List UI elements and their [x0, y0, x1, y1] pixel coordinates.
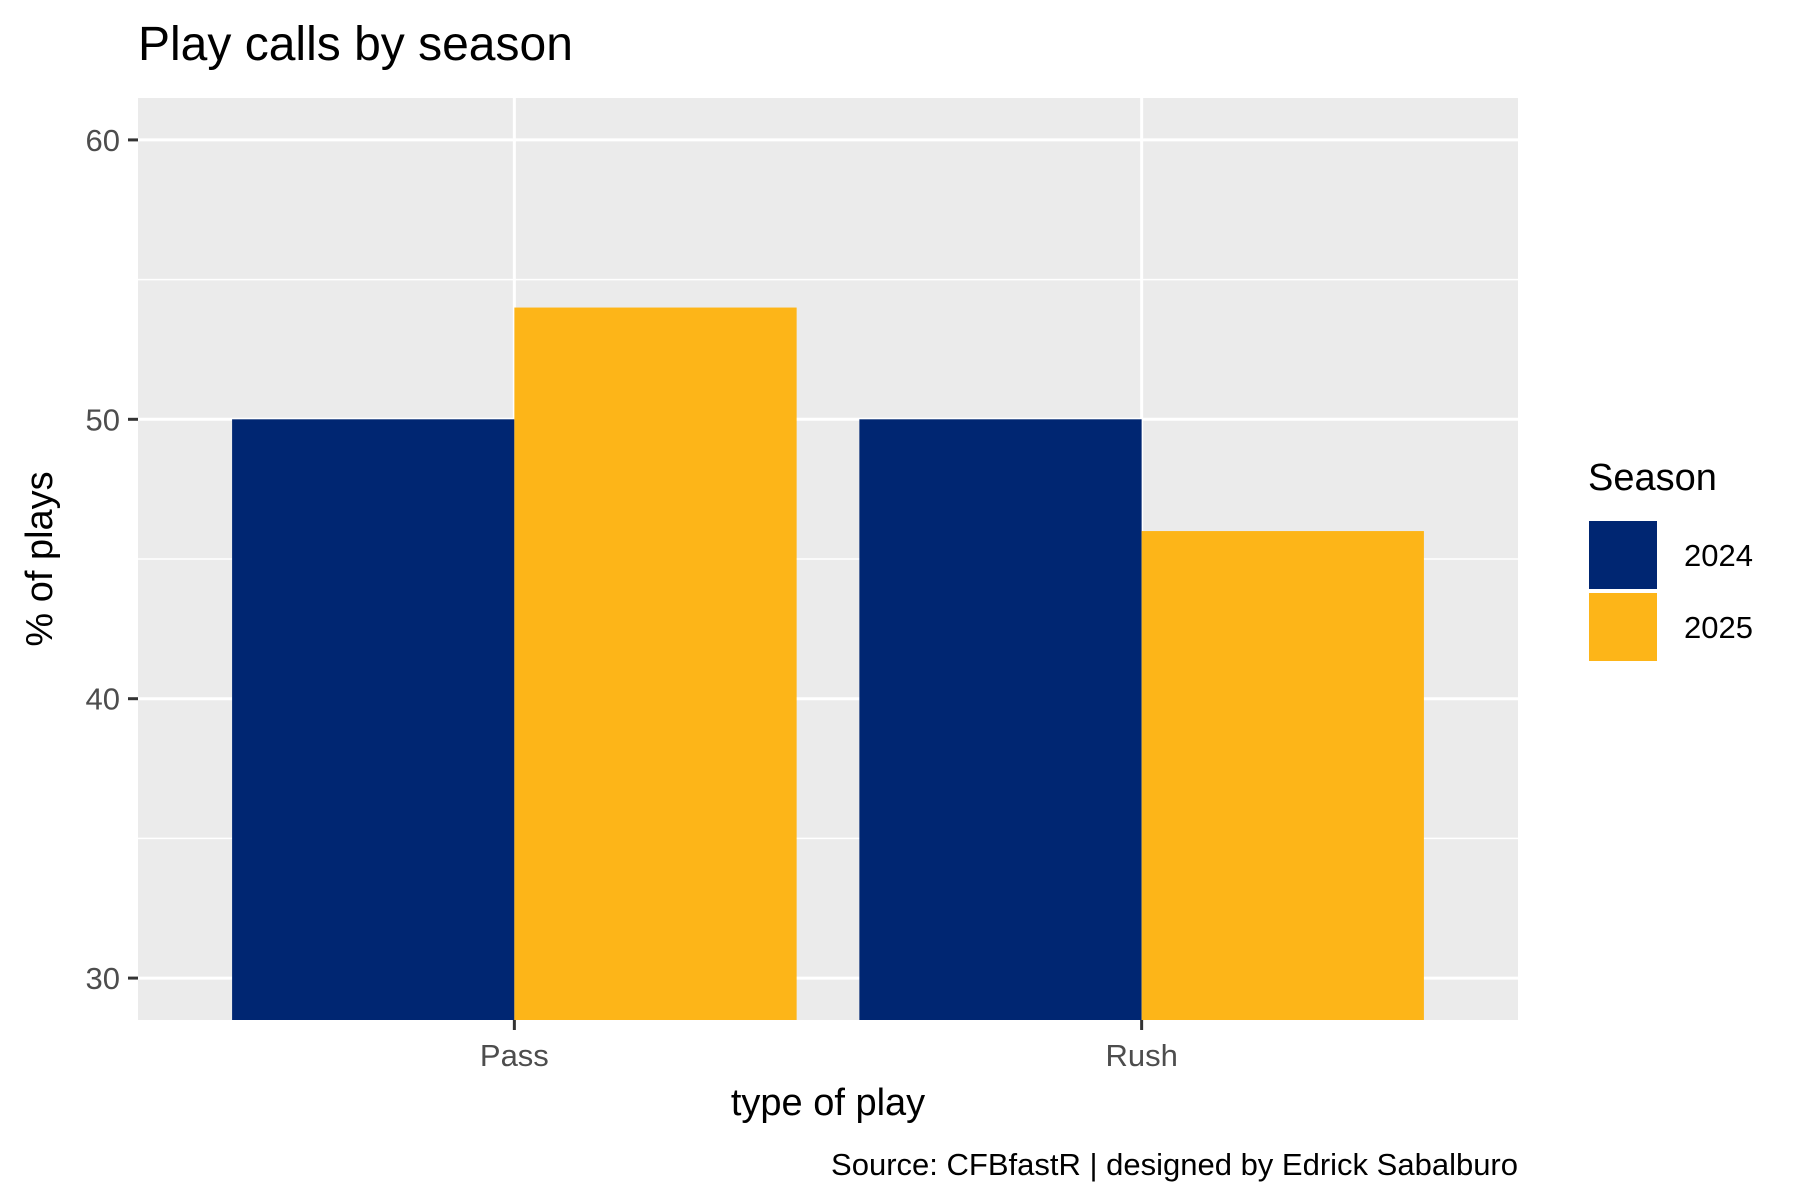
legend-key-2024: [1587, 519, 1659, 591]
y-tick-label: 50: [86, 402, 120, 437]
x-tick-label: Rush: [1105, 1038, 1177, 1073]
legend-key-2025: [1587, 591, 1659, 663]
x-axis: Pass Rush: [480, 1020, 1178, 1073]
x-tick-label: Pass: [480, 1038, 549, 1073]
y-axis: 30 40 50 60: [86, 123, 138, 996]
bar-pass-2024: [232, 419, 515, 1020]
bars: [232, 307, 1424, 1021]
bar-rush-2024: [859, 419, 1142, 1020]
y-tick-label: 30: [86, 961, 120, 996]
bar-pass-2025: [514, 307, 797, 1021]
bar-rush-2025: [1141, 531, 1424, 1020]
y-tick-label: 40: [86, 682, 120, 717]
x-axis-title: type of play: [731, 1082, 925, 1124]
y-axis-title: % of plays: [19, 471, 61, 646]
legend-title: Season: [1588, 457, 1717, 499]
legend-label-2024: 2024: [1684, 538, 1753, 573]
legend: Season 2024 2025: [1587, 457, 1753, 663]
legend-label-2025: 2025: [1684, 610, 1753, 645]
y-tick-label: 60: [86, 123, 120, 158]
caption: Source: CFBfastR | designed by Edrick Sa…: [831, 1147, 1518, 1182]
chart-title: Play calls by season: [138, 18, 573, 71]
